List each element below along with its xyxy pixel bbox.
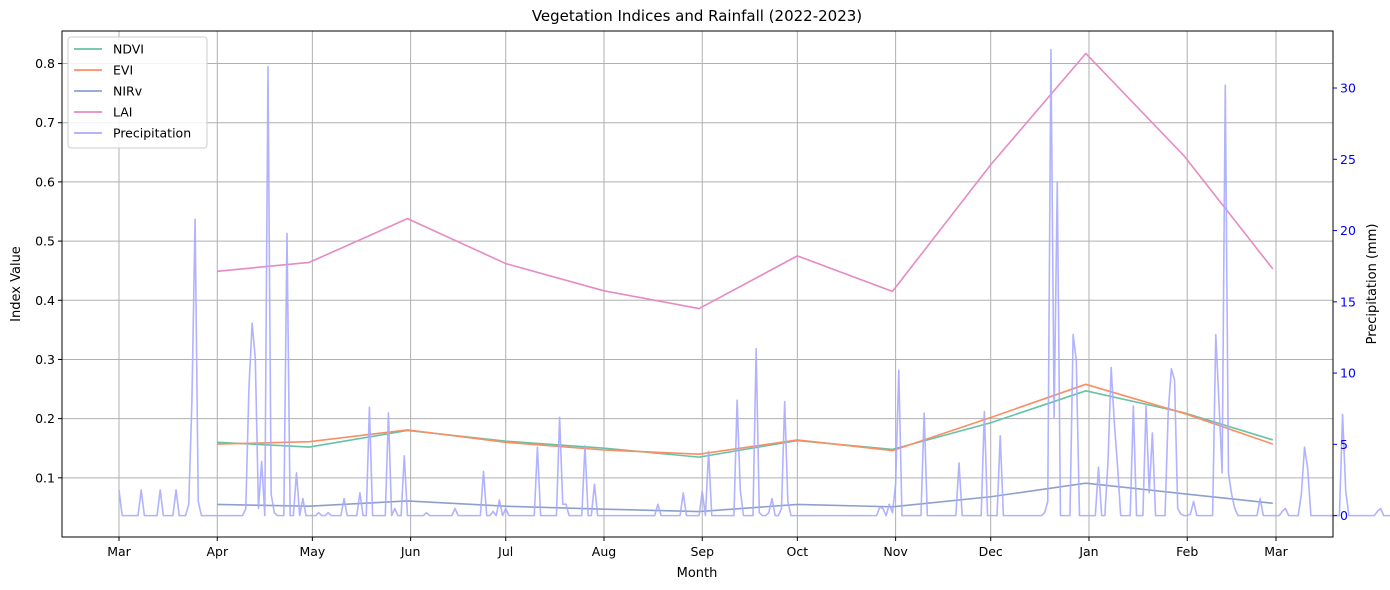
y-tick-label: 0.5 <box>35 234 55 249</box>
y2-tick-label: 30 <box>1340 81 1356 96</box>
y-tick-label: 0.7 <box>35 115 55 130</box>
y-tick-label: 0.6 <box>35 174 55 189</box>
x-tick-label: Nov <box>883 544 908 559</box>
x-tick-label: Sep <box>690 544 714 559</box>
x-tick-label: Jan <box>1078 544 1098 559</box>
series-line-precipitation <box>118 48 1390 517</box>
y-tick-label: 0.4 <box>35 293 55 308</box>
y-tick-label: 0.8 <box>35 56 55 71</box>
x-tick-label: Apr <box>206 544 228 559</box>
legend-label: EVI <box>113 63 133 78</box>
x-axis-label: Month <box>677 566 718 581</box>
legend-label: NIRv <box>113 84 143 99</box>
series-layer <box>118 48 1390 517</box>
x-tick-label: Jul <box>497 544 513 559</box>
y2-axis-label: Precipitation (mm) <box>1365 224 1380 345</box>
y2-tick-label: 25 <box>1340 152 1356 167</box>
y2-tick-label: 5 <box>1340 437 1348 452</box>
x-tick-label: Mar <box>107 544 131 559</box>
chart-title: Vegetation Indices and Rainfall (2022-20… <box>532 7 862 25</box>
y2-axis: 0 5 10 15 20 25 30 <box>1333 81 1356 523</box>
y-axis: 0.1 0.2 0.3 0.4 0.5 0.6 0.7 0.8 <box>35 56 62 485</box>
legend-label: NDVI <box>113 42 144 57</box>
x-tick-label: Oct <box>787 544 809 559</box>
plot-frame <box>61 30 1334 538</box>
y-axis-label: Index Value <box>9 246 24 322</box>
y2-tick-label: 10 <box>1340 366 1356 381</box>
legend-label: Precipitation <box>113 126 191 141</box>
x-axis: Mar Apr May Jun Jul Aug Sep Oct Nov Dec Jan Feb Mar <box>107 537 1289 559</box>
y2-tick-label: 20 <box>1340 223 1356 238</box>
x-tick-label: Dec <box>979 544 1003 559</box>
y2-tick-label: 0 <box>1340 508 1348 523</box>
series-line-evi <box>217 383 1274 455</box>
x-tick-label: Jun <box>400 544 421 559</box>
y-tick-label: 0.1 <box>35 470 55 485</box>
x-tick-label: Aug <box>592 544 616 559</box>
y-tick-label: 0.2 <box>35 411 55 426</box>
legend-label: LAI <box>113 105 133 120</box>
x-tick-label: Mar <box>1264 544 1288 559</box>
legend-box <box>67 36 208 149</box>
series-line-lai <box>217 52 1274 310</box>
legend: NDVI EVI NIRv LAI Precipitation <box>67 36 208 149</box>
grid <box>62 31 1333 537</box>
series-line-ndvi <box>217 390 1274 458</box>
x-tick-label: May <box>299 544 325 559</box>
y2-tick-label: 15 <box>1340 294 1356 309</box>
y-tick-label: 0.3 <box>35 352 55 367</box>
x-tick-label: Feb <box>1176 544 1198 559</box>
